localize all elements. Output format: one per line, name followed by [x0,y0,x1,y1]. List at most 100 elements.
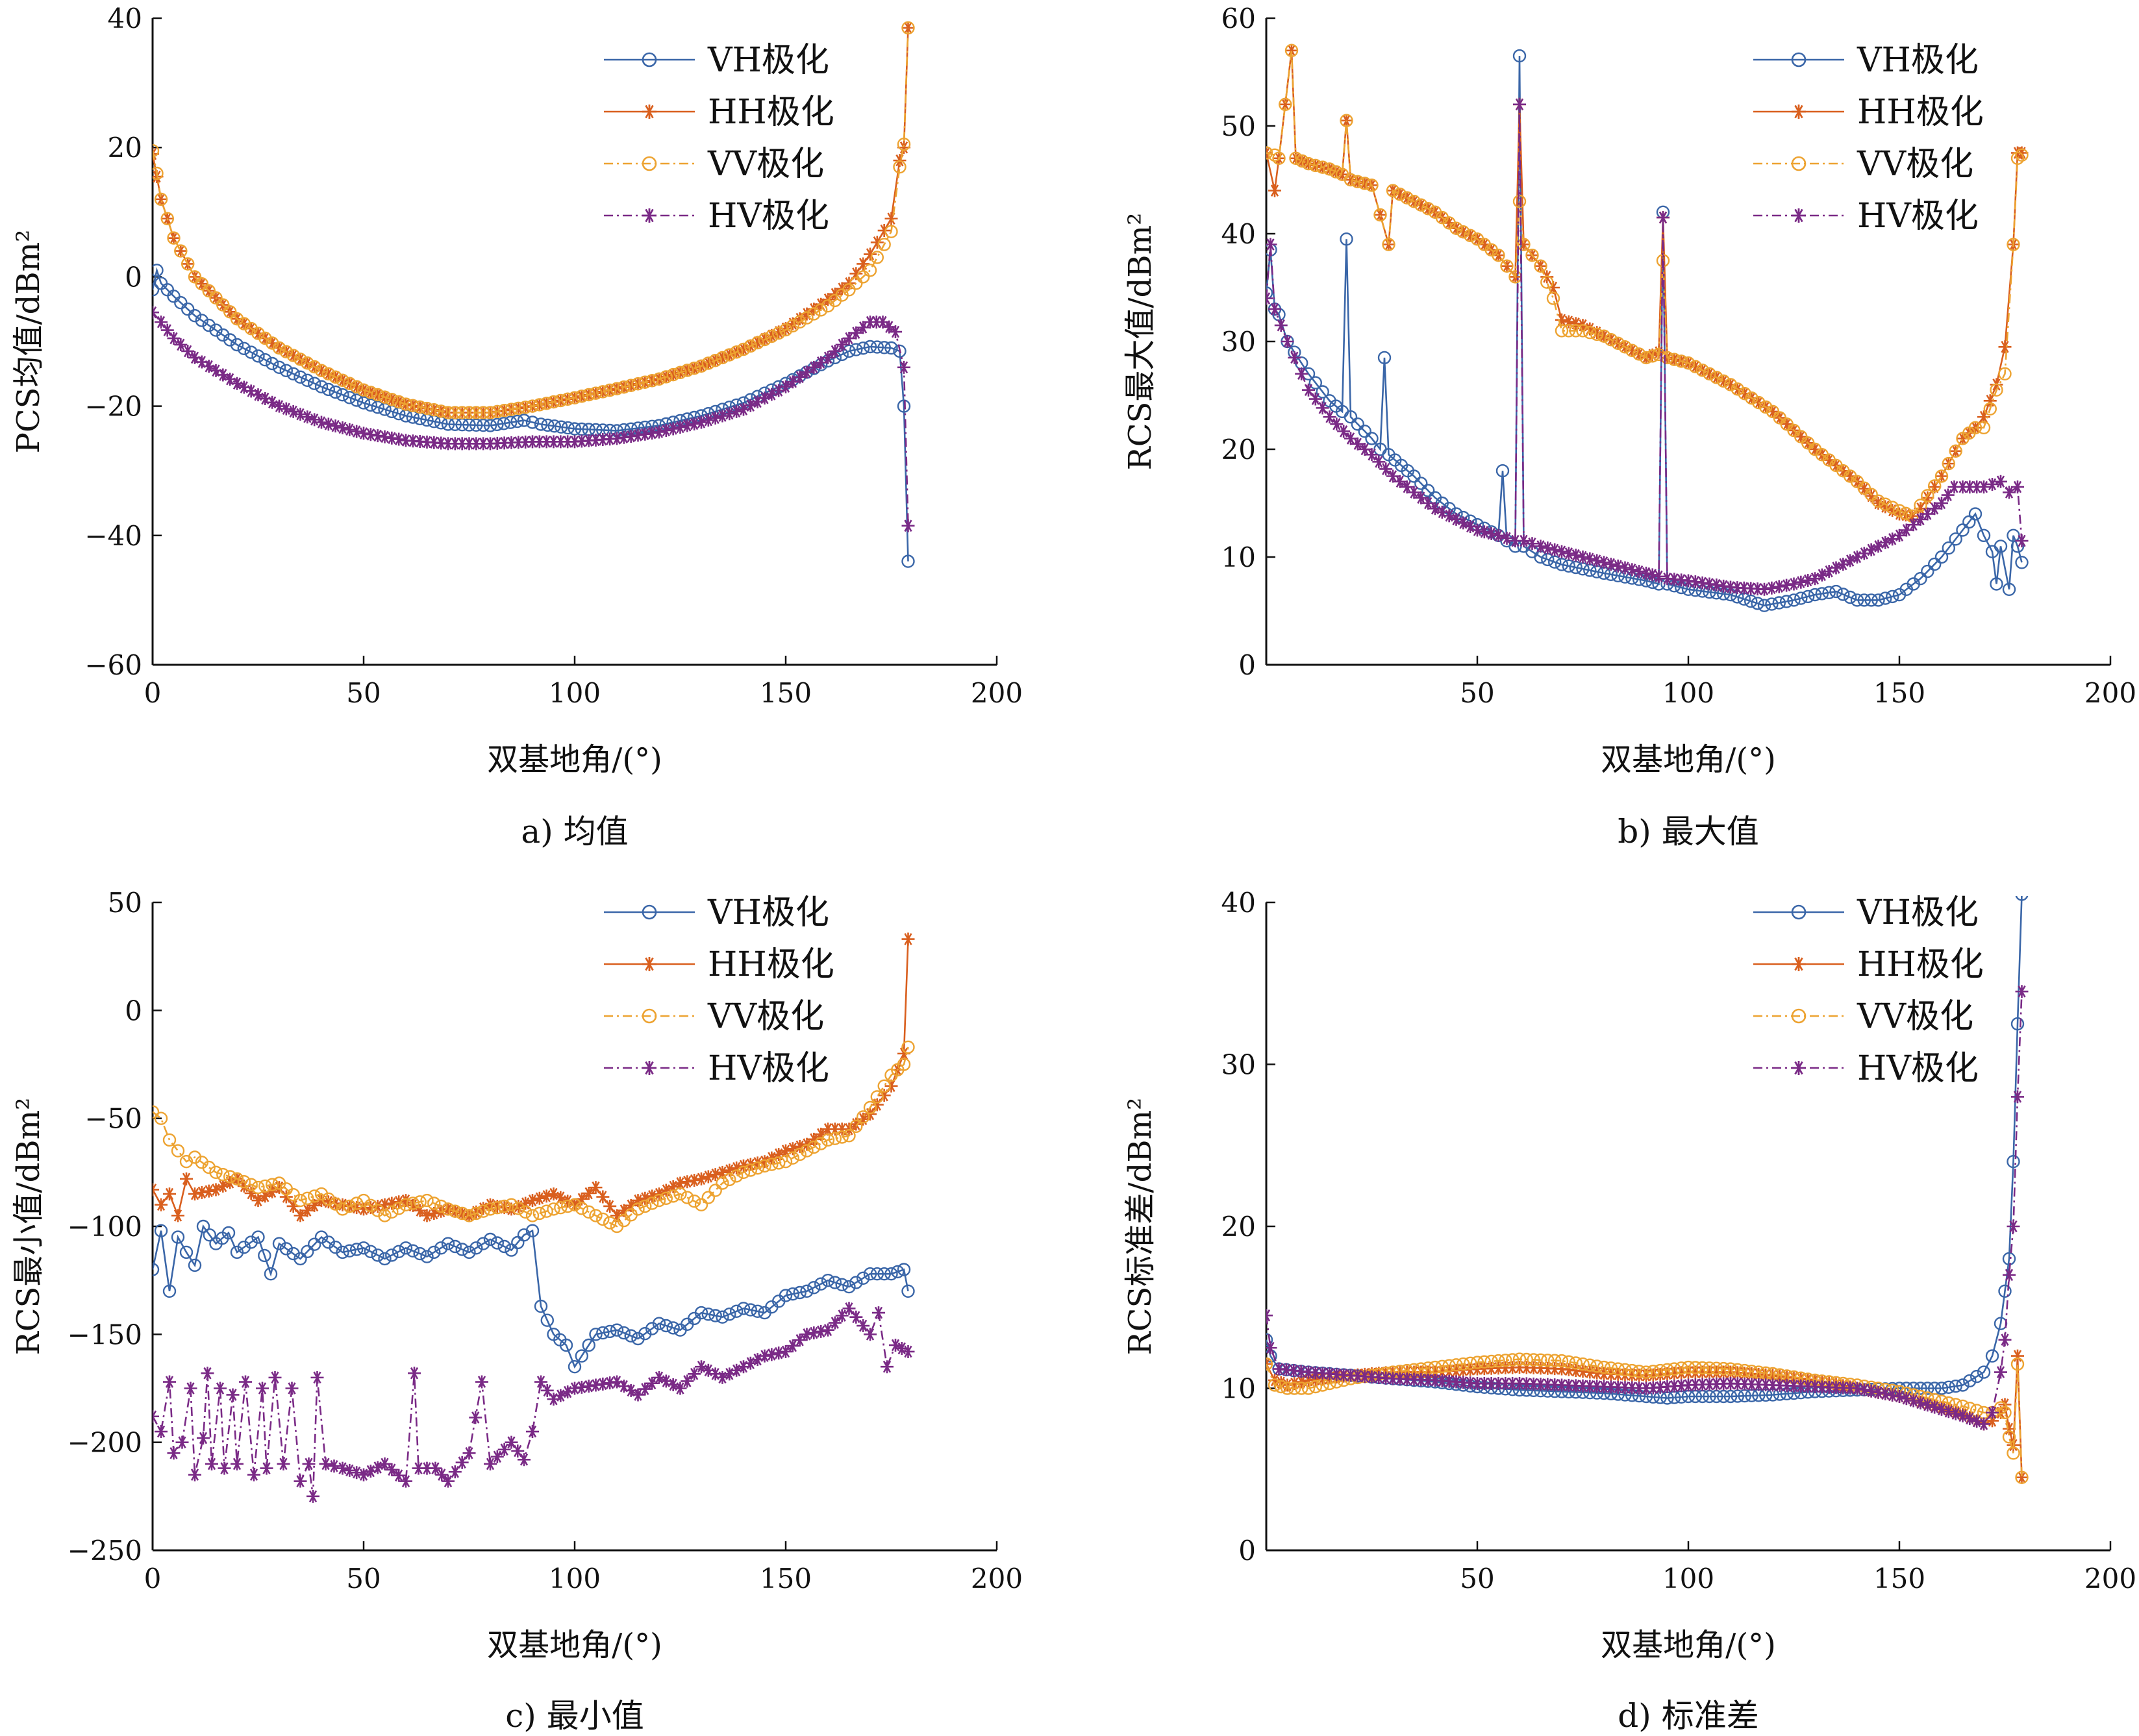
data-point [477,1202,490,1215]
series-hv [153,1302,915,1503]
data-point [455,1206,469,1221]
data-point [540,435,553,449]
data-point [1288,1382,1301,1395]
data-point [765,1348,779,1361]
data-point [547,1393,560,1406]
data-point [582,1186,595,1200]
data-point [477,437,490,451]
data-point [1985,1349,1999,1363]
data-point [849,1310,863,1324]
data-point [1569,324,1582,338]
legend-marker [1791,904,1807,920]
data-point [1724,378,1737,391]
data-point [1660,1367,1674,1381]
data-point [1942,456,1956,471]
data-point [897,1047,910,1060]
data-point [863,340,877,354]
data-point [201,1367,214,1380]
data-point [343,423,356,436]
data-point [1681,356,1695,370]
data-point [1879,1387,1892,1400]
data-point [1513,1377,1526,1391]
data-point [251,1194,265,1208]
data-point [666,1378,680,1391]
data-point [1998,1406,2012,1420]
data-point [268,1370,282,1384]
x-tick-label: 150 [760,677,812,709]
data-point [1632,565,1646,578]
data-point [575,390,588,403]
data-point [279,402,293,415]
data-point [779,1144,792,1158]
data-point [1373,208,1387,222]
data-point [723,348,736,362]
data-point [1752,1367,1766,1381]
data-point [237,1174,251,1189]
data-point [814,1324,828,1338]
data-point [350,1201,364,1215]
data-point [631,377,645,391]
y-tick-label: −150 [68,1319,142,1350]
data-point [1512,1352,1527,1366]
data-point [399,1241,413,1255]
legend-marker [1792,105,1806,119]
data-point [244,321,258,336]
data-point [2015,556,2029,569]
data-point [153,1409,159,1423]
data-point [1520,1352,1534,1367]
data-point [547,1202,560,1216]
x-tick-label: 200 [971,1563,1023,1594]
data-point [532,398,546,412]
data-point [160,323,174,337]
data-point [1358,177,1371,190]
data-point [1977,1417,1990,1431]
data-point [863,1100,877,1115]
data-point [1386,1372,1399,1385]
data-point [842,1129,856,1143]
data-point [427,403,441,417]
data-point [1710,578,1723,592]
data-point [1928,1400,1942,1414]
data-point [751,395,764,408]
data-point [251,388,265,402]
data-point [153,283,160,297]
data-point [603,1216,617,1230]
data-point [2003,1268,2016,1282]
data-point [821,1323,834,1337]
data-point [1899,506,1913,520]
data-point [1990,383,2003,397]
data-point [877,224,891,238]
data-point [1266,291,1273,305]
data-point [1508,534,1522,548]
data-point [872,1306,885,1320]
data-point [849,1276,863,1289]
data-point [497,417,510,430]
data-point [800,307,814,321]
data-point [1393,187,1407,201]
data-point [1457,516,1470,530]
data-point [1492,528,1505,542]
data-point [1499,1354,1512,1367]
data-point [1871,539,1885,553]
data-point [179,1245,194,1259]
data-point [188,1187,201,1201]
data-point [343,391,356,404]
data-point [1365,1370,1379,1384]
data-point [413,400,427,414]
data-point [1639,351,1653,365]
data-point [1949,1407,1962,1420]
data-point [547,419,561,433]
data-point [314,364,329,377]
data-point [786,319,800,333]
data-point [610,1209,623,1222]
data-point [497,404,511,417]
data-point [687,362,701,375]
data-point [435,1468,449,1482]
data-point [582,1380,595,1393]
data-point [1308,158,1323,173]
data-point [807,1281,821,1295]
data-point [877,1089,891,1102]
data-point [1695,1365,1709,1379]
legend-label: VH极化 [707,41,829,80]
data-point [1583,326,1597,340]
